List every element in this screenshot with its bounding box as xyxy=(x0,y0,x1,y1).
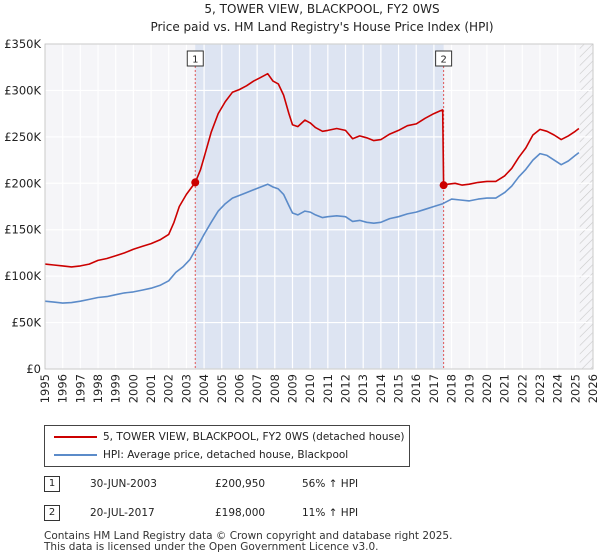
x-tick-label: 2023 xyxy=(533,374,547,403)
sale-marker-label-1: 1 xyxy=(44,476,60,492)
x-tick-label: 2010 xyxy=(303,374,317,403)
sale-price-2: £198,000 xyxy=(215,507,266,519)
x-tick-label: 2017 xyxy=(427,374,441,403)
y-tick-label: £50K xyxy=(12,316,42,330)
sale-flag-label-1: 1 xyxy=(192,55,198,66)
x-tick-label: 2009 xyxy=(285,374,299,403)
sale-hpi-2: 11% ↑ HPI xyxy=(302,507,359,519)
x-tick-label: 2024 xyxy=(551,374,565,403)
x-tick-label: 1998 xyxy=(91,374,105,403)
y-tick-label: £0 xyxy=(26,362,41,376)
y-tick-label: £150K xyxy=(4,223,41,237)
x-tick-label: 2003 xyxy=(179,374,193,403)
y-tick-label: £250K xyxy=(4,130,41,144)
legend-item-hpi: HPI: Average price, detached house, Blac… xyxy=(45,447,348,463)
sale-point-2 xyxy=(439,181,448,190)
x-tick-label: 2026 xyxy=(586,374,600,403)
forecast-hatch xyxy=(579,44,593,369)
x-tick-label: 2005 xyxy=(215,374,229,403)
sale-hpi-1: 56% ↑ HPI xyxy=(302,478,359,490)
x-tick-label: 2007 xyxy=(250,374,264,403)
legend-swatch-property xyxy=(54,436,97,438)
x-tick-label: 2002 xyxy=(162,374,176,403)
sale-flag-label-2: 2 xyxy=(440,55,446,66)
x-tick-label: 2025 xyxy=(568,374,582,403)
chart-legend: 5, TOWER VIEW, BLACKPOOL, FY2 0WS (detac… xyxy=(44,425,410,467)
x-tick-label: 2013 xyxy=(356,374,370,403)
x-tick-label: 2008 xyxy=(268,374,282,403)
x-tick-label: 2022 xyxy=(515,374,529,403)
price-chart: 5, TOWER VIEW, BLACKPOOL, FY2 0WS Price … xyxy=(4,2,600,403)
x-tick-label: 2011 xyxy=(321,374,335,403)
chart-subtitle: Price paid vs. HM Land Registry's House … xyxy=(150,20,493,34)
x-tick-label: 1996 xyxy=(56,374,70,403)
legend-label-property: 5, TOWER VIEW, BLACKPOOL, FY2 0WS (detac… xyxy=(103,431,405,443)
x-tick-label: 1995 xyxy=(38,374,52,403)
chart-title: 5, TOWER VIEW, BLACKPOOL, FY2 0WS xyxy=(204,2,439,16)
y-tick-label: £100K xyxy=(4,269,41,283)
x-tick-label: 2020 xyxy=(480,374,494,403)
series-line-property xyxy=(44,72,580,268)
x-tick-label: 2019 xyxy=(462,374,476,403)
y-tick-label: £200K xyxy=(4,176,41,190)
sale-price-1: £200,950 xyxy=(215,478,266,490)
footer-line-1: Contains HM Land Registry data © Crown c… xyxy=(44,530,453,542)
x-tick-label: 2012 xyxy=(339,374,353,403)
x-tick-label: 2004 xyxy=(197,374,211,403)
x-tick-label: 2016 xyxy=(409,374,423,403)
plot-frame xyxy=(44,43,594,370)
legend-swatch-hpi xyxy=(54,454,97,456)
series-line-hpi xyxy=(44,151,580,304)
ownership-shade xyxy=(195,44,444,369)
footer-attribution: Contains HM Land Registry data © Crown c… xyxy=(44,531,452,553)
sale-marker-label-2: 2 xyxy=(44,505,60,521)
x-tick-label: 2000 xyxy=(126,374,140,403)
sale-date-2: 20-JUL-2017 xyxy=(90,507,155,519)
sale-date-1: 30-JUN-2003 xyxy=(90,478,157,490)
y-tick-label: £350K xyxy=(4,37,41,51)
x-tick-label: 1997 xyxy=(73,374,87,403)
x-tick-label: 1999 xyxy=(109,374,123,403)
y-tick-label: £300K xyxy=(4,83,41,97)
sale-flag-2 xyxy=(435,50,453,67)
x-tick-label: 2006 xyxy=(232,374,246,403)
x-tick-label: 2021 xyxy=(498,374,512,403)
legend-item-property: 5, TOWER VIEW, BLACKPOOL, FY2 0WS (detac… xyxy=(45,429,405,445)
x-tick-label: 2015 xyxy=(392,374,406,403)
x-tick-label: 2001 xyxy=(144,374,158,403)
sale-point-1 xyxy=(191,178,200,187)
sale-flag-1 xyxy=(186,50,204,67)
footer-line-2: This data is licensed under the Open Gov… xyxy=(44,541,379,553)
legend-label-hpi: HPI: Average price, detached house, Blac… xyxy=(103,449,349,461)
x-tick-label: 2014 xyxy=(374,374,388,403)
x-tick-label: 2018 xyxy=(445,374,459,403)
